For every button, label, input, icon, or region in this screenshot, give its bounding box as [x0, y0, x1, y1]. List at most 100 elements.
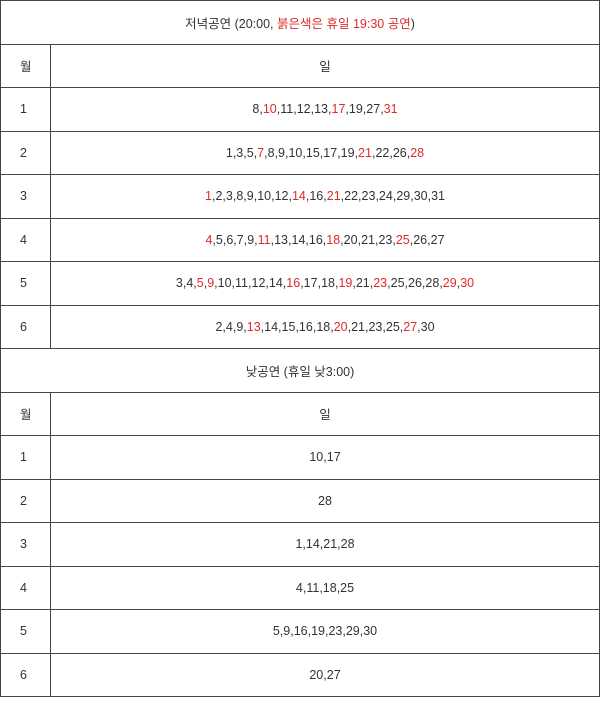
evening-title-text: 저녁공연 (20:00,	[185, 16, 277, 31]
separator: ,	[260, 319, 265, 334]
days-cell: 10,17	[50, 435, 600, 480]
day: 27	[430, 232, 445, 247]
holiday-day: 16	[286, 276, 301, 291]
month-cell: 4	[0, 565, 51, 610]
separator: ,	[404, 276, 409, 291]
day: 8	[267, 145, 275, 160]
day: 9	[278, 145, 285, 160]
holiday-day: 20	[333, 319, 348, 334]
evening-header-row: 월 일	[0, 43, 600, 88]
day: 18	[316, 319, 331, 334]
separator: ,	[243, 145, 247, 160]
separator: ,	[265, 276, 269, 291]
holiday-day: 7	[257, 145, 265, 160]
day: 21	[361, 232, 375, 247]
separator: ,	[302, 145, 306, 160]
separator: ,	[392, 232, 396, 247]
day: 16	[298, 319, 313, 334]
days-cell: 28	[50, 478, 600, 523]
separator: ,	[211, 189, 216, 204]
separator: ,	[352, 276, 356, 291]
holiday-day: 29	[442, 276, 457, 291]
day: 21	[351, 319, 365, 334]
separator: ,	[233, 232, 237, 247]
separator: ,	[328, 102, 332, 117]
separator: ,	[293, 102, 297, 117]
days-cell: 4,5,6,7,9,11,13,14,16,18,20,21,23,25,26,…	[50, 217, 600, 262]
separator: ,	[340, 232, 344, 247]
holiday-day: 18	[326, 232, 341, 247]
separator: ,	[264, 145, 268, 160]
day: 13	[314, 102, 329, 117]
separator: ,	[357, 232, 362, 247]
day: 28	[425, 276, 440, 291]
evening-row: 4 4,5,6,7,9,11,13,14,16,18,20,21,23,25,26…	[0, 217, 600, 262]
days-cell: 5,9,16,19,23,29,30	[50, 609, 600, 654]
day: 27	[366, 102, 381, 117]
separator: ,	[323, 189, 327, 204]
day: 25	[390, 276, 405, 291]
month-cell: 2	[0, 130, 51, 175]
day: 18	[321, 276, 335, 291]
separator: ,	[222, 319, 226, 334]
separator: ,	[439, 276, 443, 291]
day: 23	[361, 189, 376, 204]
day: 16	[309, 189, 324, 204]
day: 16	[308, 232, 323, 247]
day: 5	[215, 232, 223, 247]
holiday-day: 14	[291, 189, 306, 204]
day: 14	[268, 276, 283, 291]
day: 5	[246, 145, 254, 160]
holiday-day: 19	[338, 276, 353, 291]
month-cell: 6	[0, 652, 51, 697]
separator: ,	[182, 276, 187, 291]
separator: ,	[382, 319, 386, 334]
month-header: 월	[0, 43, 51, 88]
separator: ,	[232, 189, 237, 204]
separator: ,	[259, 102, 263, 117]
day: 15	[281, 319, 296, 334]
days-cell: 20,27	[50, 652, 600, 697]
separator: ,	[214, 276, 218, 291]
matinee-title-row: 낮공연 (휴일 낮3:00)	[0, 348, 600, 393]
day: 10	[288, 145, 303, 160]
evening-row: 5 3,4,5,9,10,11,12,14,16,17,18,19,21,23,2…	[0, 261, 600, 306]
day: 29	[396, 189, 411, 204]
day: 13	[274, 232, 289, 247]
separator: ,	[288, 189, 292, 204]
separator: ,	[222, 232, 227, 247]
separator: ,	[427, 232, 431, 247]
separator: ,	[243, 189, 247, 204]
separator: ,	[421, 276, 426, 291]
days-header: 일	[50, 43, 600, 88]
day: 4	[225, 319, 233, 334]
month-cell: 6	[0, 304, 51, 349]
evening-row: 2 1,3,5,7,8,9,10,15,17,19,21,22,26,28	[0, 130, 600, 175]
evening-row: 6 2,4,9,13,14,15,16,18,20,21,23,25,27,30	[0, 304, 600, 349]
separator: ,	[232, 145, 237, 160]
day: 26	[392, 145, 407, 160]
day: 19	[348, 102, 363, 117]
separator: ,	[274, 145, 279, 160]
day: 30	[413, 189, 428, 204]
month-cell: 3	[0, 522, 51, 567]
matinee-row: 4 4,11,18,25	[0, 565, 600, 610]
day: 17	[303, 276, 318, 291]
separator: ,	[222, 189, 226, 204]
evening-title-row: 저녁공연 (20:00, 붉은색은 휴일 19:30 공연)	[0, 0, 600, 45]
month-cell: 4	[0, 217, 51, 262]
month-cell: 5	[0, 609, 51, 654]
day: 14	[291, 232, 306, 247]
separator: ,	[253, 145, 258, 160]
month-cell: 3	[0, 174, 51, 219]
separator: ,	[248, 276, 252, 291]
separator: ,	[254, 232, 258, 247]
day: 22	[375, 145, 390, 160]
holiday-day: 9	[207, 276, 215, 291]
separator: ,	[278, 319, 282, 334]
day: 17	[323, 145, 338, 160]
day: 19	[340, 145, 355, 160]
holiday-day: 10	[262, 102, 277, 117]
day: 24	[378, 189, 393, 204]
